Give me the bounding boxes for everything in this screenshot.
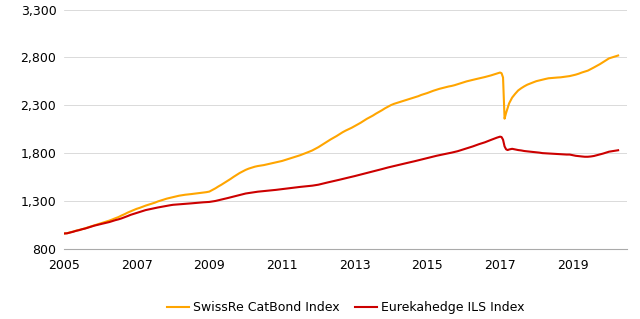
SwissRe CatBond Index — [511, 92, 519, 96]
Eurekahedge ILS Index — [438, 153, 446, 157]
SwissRe CatBond Index — [181, 193, 189, 197]
Eurekahedge ILS Index — [179, 202, 186, 206]
Eurekahedge ILS Index — [515, 148, 522, 152]
SwissRe CatBond Index — [614, 54, 622, 57]
Eurekahedge ILS Index — [496, 135, 504, 138]
SwissRe CatBond Index — [179, 193, 186, 197]
Eurekahedge ILS Index — [181, 202, 189, 206]
Line: Eurekahedge ILS Index: Eurekahedge ILS Index — [64, 137, 618, 234]
SwissRe CatBond Index — [60, 232, 68, 235]
Eurekahedge ILS Index — [60, 232, 68, 235]
SwissRe CatBond Index — [438, 86, 446, 90]
Eurekahedge ILS Index — [614, 148, 622, 152]
SwissRe CatBond Index — [293, 154, 301, 158]
Line: SwissRe CatBond Index: SwissRe CatBond Index — [64, 56, 618, 234]
Legend: SwissRe CatBond Index, Eurekahedge ILS Index: SwissRe CatBond Index, Eurekahedge ILS I… — [162, 296, 529, 319]
Eurekahedge ILS Index — [148, 207, 156, 211]
SwissRe CatBond Index — [148, 202, 156, 205]
Eurekahedge ILS Index — [293, 185, 301, 189]
